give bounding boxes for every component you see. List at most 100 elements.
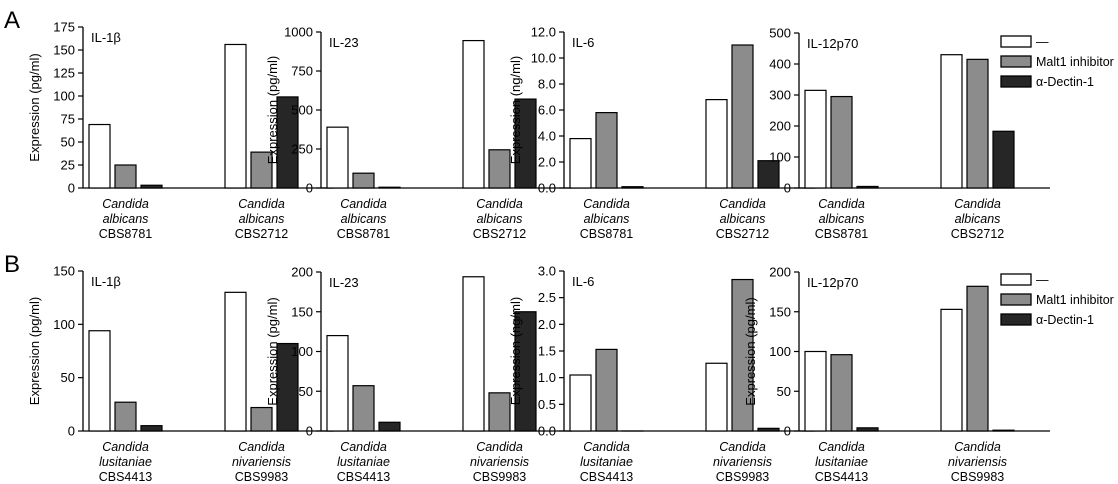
y-tick-label: 4.0 bbox=[538, 129, 556, 144]
y-tick-label: 150 bbox=[53, 43, 75, 58]
charts: 0 25 50 75 100 125 150 175 Expression (pg/ml) IL-… bbox=[27, 20, 1050, 484]
bar bbox=[276, 342, 299, 432]
category-species: lusitaniae bbox=[580, 455, 633, 469]
bar bbox=[326, 335, 349, 432]
category-genus: Candida bbox=[583, 440, 630, 454]
y-tick-label: 50 bbox=[61, 370, 75, 385]
bar bbox=[569, 138, 592, 189]
y-tick-label: 100 bbox=[53, 89, 75, 104]
bar bbox=[114, 401, 137, 432]
bar bbox=[940, 308, 963, 432]
y-tick-label: 125 bbox=[53, 66, 75, 81]
bar bbox=[224, 291, 247, 432]
legend-label-dectin: α-Dectin-1 bbox=[1036, 313, 1094, 327]
category-strain: CBS9983 bbox=[716, 470, 770, 484]
bar bbox=[731, 278, 754, 432]
chart-b-7: 0 50 100 150 200 Expression (pg/ml) IL-12p70 Ca… bbox=[743, 265, 1050, 484]
bar bbox=[514, 98, 537, 189]
y-tick-label: 50 bbox=[61, 135, 75, 150]
y-tick-label: 50 bbox=[299, 384, 313, 399]
y-tick-label: 150 bbox=[291, 304, 313, 319]
chart-title: IL-1β bbox=[91, 30, 121, 45]
category-genus: Candida bbox=[818, 440, 865, 454]
y-axis-label: Expression (pg/ml) bbox=[265, 297, 280, 405]
bar bbox=[992, 130, 1015, 189]
y-tick-label: 250 bbox=[291, 142, 313, 157]
chart-title: IL-6 bbox=[572, 35, 594, 50]
bar bbox=[462, 276, 485, 432]
bar bbox=[757, 427, 780, 432]
y-tick-label: 50 bbox=[777, 384, 791, 399]
bar bbox=[940, 54, 963, 189]
category-genus: Candida bbox=[102, 197, 149, 211]
category-strain: CBS9983 bbox=[235, 470, 289, 484]
bar bbox=[830, 95, 853, 189]
category-species: albicans bbox=[341, 212, 387, 226]
bar bbox=[326, 126, 349, 189]
bar bbox=[140, 184, 163, 189]
y-tick-label: 0.0 bbox=[538, 181, 556, 196]
y-tick-label: 2.0 bbox=[538, 317, 556, 332]
legend-label-malt1: Malt1 inhibitor bbox=[1036, 293, 1114, 307]
y-tick-label: 100 bbox=[769, 150, 791, 165]
bar bbox=[352, 172, 375, 189]
chart-title: IL-23 bbox=[329, 35, 359, 50]
bar bbox=[224, 43, 247, 189]
category-strain: CBS4413 bbox=[580, 470, 634, 484]
bar bbox=[250, 151, 273, 189]
category-strain: CBS4413 bbox=[337, 470, 391, 484]
y-tick-label: 100 bbox=[291, 344, 313, 359]
chart-title: IL-1β bbox=[91, 274, 121, 289]
category-species: nivariensis bbox=[713, 455, 772, 469]
bar bbox=[992, 429, 1015, 432]
y-tick-label: 1.5 bbox=[538, 344, 556, 359]
y-tick-label: 200 bbox=[769, 265, 791, 280]
y-tick-label: 400 bbox=[769, 57, 791, 72]
y-tick-label: 25 bbox=[61, 158, 75, 173]
bar bbox=[140, 425, 163, 432]
bar bbox=[705, 362, 728, 432]
chart-b-6: 0.0 0.5 1.0 1.5 2.0 2.5 3.0 Expression (ng/ml) I… bbox=[508, 264, 815, 484]
bar bbox=[804, 350, 827, 432]
y-tick-label: 10.0 bbox=[531, 51, 556, 66]
bar bbox=[250, 406, 273, 432]
category-strain: CBS4413 bbox=[99, 470, 153, 484]
bar bbox=[88, 330, 111, 432]
y-tick-label: 1000 bbox=[284, 25, 313, 40]
legend-label-dectin: α-Dectin-1 bbox=[1036, 75, 1094, 89]
bar bbox=[621, 186, 644, 189]
legend-swatch-dectin bbox=[1000, 75, 1032, 88]
category-species: lusitaniae bbox=[815, 455, 868, 469]
chart-title: IL-12p70 bbox=[807, 36, 858, 51]
bar bbox=[352, 385, 375, 432]
category-species: albicans bbox=[584, 212, 630, 226]
category-species: albicans bbox=[239, 212, 285, 226]
category-genus: Candida bbox=[818, 197, 865, 211]
chart-a-0: 0 25 50 75 100 125 150 175 Expression (pg/ml) IL-… bbox=[27, 20, 334, 241]
category-strain: CBS2712 bbox=[235, 227, 289, 241]
y-tick-label: 150 bbox=[53, 264, 75, 279]
y-tick-label: 1.0 bbox=[538, 370, 556, 385]
y-tick-label: 0 bbox=[68, 181, 75, 196]
legend-swatch-malt1 bbox=[1000, 55, 1032, 68]
category-species: nivariensis bbox=[948, 455, 1007, 469]
y-tick-label: 2.0 bbox=[538, 155, 556, 170]
category-strain: CBS2712 bbox=[716, 227, 770, 241]
y-tick-label: 2.5 bbox=[538, 290, 556, 305]
y-tick-label: 0.0 bbox=[538, 424, 556, 439]
y-tick-label: 8.0 bbox=[538, 77, 556, 92]
bar bbox=[569, 374, 592, 432]
y-tick-label: 0 bbox=[784, 181, 791, 196]
bar bbox=[856, 427, 879, 432]
chart-a-2: 0.0 2.0 4.0 6.0 8.0 10.0 12.0 Expression (ng/ml… bbox=[508, 25, 815, 241]
chart-a-1: 0 250 500 750 1000 Expression (pg/ml) IL-23 Can… bbox=[265, 25, 572, 241]
category-strain: CBS4413 bbox=[815, 470, 869, 484]
legend-b: — Malt1 inhibitor α-Dectin-1 bbox=[1000, 273, 1114, 327]
bar bbox=[595, 111, 618, 189]
y-tick-label: 12.0 bbox=[531, 25, 556, 40]
y-axis-label: Expression (pg/ml) bbox=[743, 297, 758, 405]
bar bbox=[966, 285, 989, 432]
legend-swatch-none bbox=[1000, 273, 1032, 286]
category-genus: Candida bbox=[583, 197, 630, 211]
